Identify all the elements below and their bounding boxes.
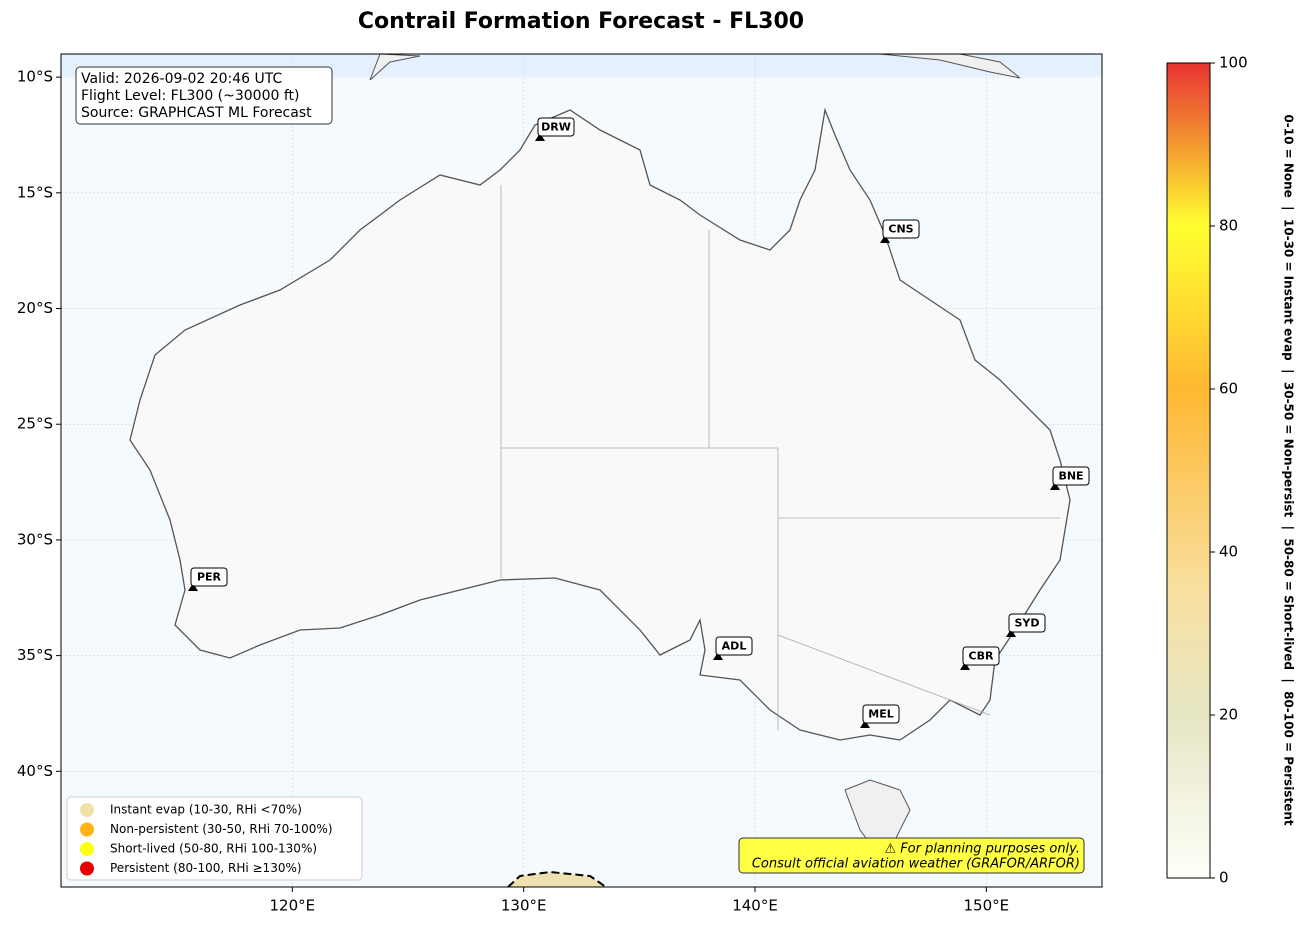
legend-label: Non-persistent (30-50, RHi 70-100%)	[110, 822, 333, 836]
disclaimer: ⚠ For planning purposes only.	[885, 842, 1081, 857]
airport-marker	[1006, 629, 1016, 637]
x-tick-label: 140°E	[732, 897, 778, 915]
airport-label: SYD	[1014, 617, 1039, 630]
x-tick-label: 150°E	[964, 897, 1010, 915]
colorbar-tick-label: 100	[1219, 54, 1248, 72]
legend-label: Short-lived (50-80, RHi 100-130%)	[110, 842, 317, 856]
title: Contrail Formation Forecast - FL300	[358, 9, 804, 34]
colorbar	[1166, 62, 1211, 879]
airport-marker	[860, 720, 870, 728]
y-tick-label: 35°S	[17, 646, 53, 664]
info-line: Flight Level: FL300 (~30000 ft)	[81, 88, 300, 104]
disclaimer: Consult official aviation weather (GRAFO…	[752, 857, 1080, 872]
colorbar-tick-label: 20	[1219, 706, 1238, 724]
airport-marker	[960, 662, 970, 670]
y-tick-label: 15°S	[17, 183, 53, 201]
airport-label-box	[862, 704, 900, 724]
y-tick-label: 20°S	[17, 299, 53, 317]
airport-label: ADL	[722, 640, 747, 653]
y-tick-label: 40°S	[17, 762, 53, 780]
airport-label: CNS	[888, 223, 913, 236]
colorbar-tick-label: 0	[1219, 869, 1229, 887]
airport-label-box	[190, 567, 228, 587]
colorbar-tick-label: 80	[1219, 217, 1238, 235]
airport-label-box	[882, 219, 920, 239]
map-frame	[60, 53, 1103, 888]
airport-label-box	[715, 636, 753, 656]
airport-marker	[713, 652, 723, 660]
state-borders	[500, 185, 1060, 730]
legend-swatch	[80, 822, 94, 837]
colorbar-tick-label: 40	[1219, 543, 1238, 561]
y-tick-label: 30°S	[17, 530, 53, 548]
airport-label: MEL	[868, 708, 893, 721]
tasmania	[844, 779, 911, 851]
x-tick-label: 120°E	[270, 897, 316, 915]
airport-marker	[188, 583, 198, 591]
airport-label-box	[1008, 613, 1046, 633]
airport-marker	[535, 133, 545, 141]
airport-marker	[880, 235, 890, 243]
airport-label-box	[962, 646, 1000, 666]
airport-label-box	[537, 117, 575, 137]
colorbar-tick-label: 60	[1219, 380, 1238, 398]
info-line: Valid: 2026-09-02 20:46 UTC	[81, 71, 282, 87]
info-line: Source: GRAPHCAST ML Forecast	[81, 105, 312, 121]
airport-label-box	[1052, 466, 1090, 486]
legend-label: Persistent (80-100, RHi ≥130%)	[110, 861, 302, 875]
disclaimer-box	[738, 837, 1085, 874]
legend-box	[66, 796, 363, 881]
legend-swatch	[80, 861, 94, 876]
legend-label: Instant evap (10-30, RHi <70%)	[110, 803, 302, 817]
airport-label: PER	[197, 571, 222, 584]
y-tick-label: 10°S	[17, 68, 53, 86]
map-area	[61, 54, 1102, 887]
y-tick-label: 25°S	[17, 415, 53, 433]
legend-swatch	[80, 803, 94, 817]
colorbar-label: 0-10 = None | 10-30 = Instant evap | 30-…	[1282, 114, 1296, 825]
contour	[507, 870, 607, 887]
info-box	[75, 66, 333, 125]
airport-label: CBR	[969, 650, 994, 663]
airport-label: BNE	[1058, 470, 1083, 483]
new-guinea	[369, 54, 1021, 81]
legend-swatch	[80, 842, 94, 856]
x-tick-label: 130°E	[501, 897, 547, 915]
airport-label: DRW	[541, 121, 571, 134]
airport-marker	[1050, 482, 1060, 490]
